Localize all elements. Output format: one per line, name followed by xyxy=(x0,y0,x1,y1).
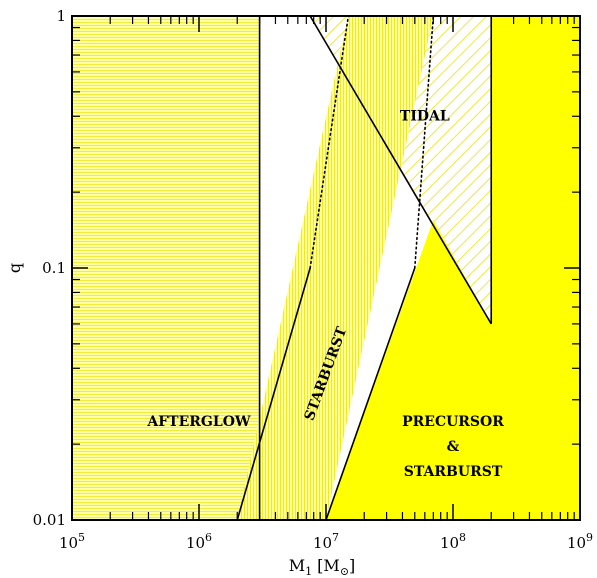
y-tick-label: 0.1 xyxy=(42,259,66,277)
region-layer xyxy=(72,16,580,520)
boundary-line-4 xyxy=(325,267,416,520)
axis-layer: 105 106 107 108 109 0.01 0.1 1 M1 [M⊙] q xyxy=(5,7,593,578)
x-tick-label: 108 xyxy=(440,531,466,552)
boundary-line-3 xyxy=(309,16,350,269)
y-tick-label: 0.01 xyxy=(33,511,66,529)
region-precursor-starburst xyxy=(326,16,580,520)
region-afterglow xyxy=(72,16,260,520)
boundary-line-6 xyxy=(309,16,492,325)
x-tick-label: 109 xyxy=(567,531,593,552)
region-label-starburst: STARBURST xyxy=(404,464,503,480)
x-tick-label: 107 xyxy=(313,531,339,552)
x-tick-label: 105 xyxy=(59,531,85,552)
y-axis-title: q xyxy=(5,263,24,273)
boundary-line-2 xyxy=(236,267,311,520)
region-label-precursor: PRECURSOR xyxy=(402,414,504,430)
x-tick-label: 106 xyxy=(186,531,212,552)
region-label-: & xyxy=(447,439,460,455)
line-layer xyxy=(236,16,493,520)
x-axis-title: M1 [M⊙] xyxy=(289,556,356,578)
boundary-line-5 xyxy=(413,16,435,269)
y-tick-label: 1 xyxy=(56,7,66,25)
region-label-tidal: TIDAL xyxy=(400,108,450,124)
region-label-afterglow: AFTERGLOW xyxy=(146,414,251,430)
